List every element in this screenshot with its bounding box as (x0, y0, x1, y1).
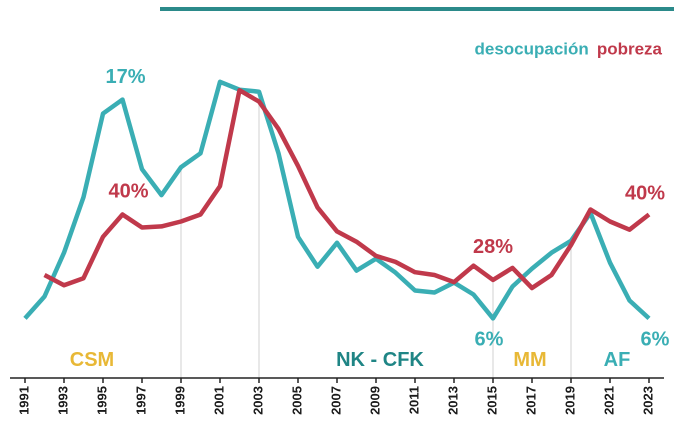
data-label: 40% (108, 181, 148, 203)
series-line (43, 87, 651, 291)
x-tick-label: 1993 (55, 386, 70, 415)
annotation: AF (604, 349, 631, 371)
x-tick-label: 2017 (523, 386, 538, 415)
legend-entry: pobreza (597, 39, 663, 58)
legend-entry: desocupación (475, 39, 589, 58)
x-tick-label: 2021 (601, 386, 616, 415)
data-label: 6% (475, 329, 504, 351)
x-tick-label: 2015 (484, 386, 499, 415)
x-tick-label: 1995 (94, 386, 109, 415)
series-line (23, 79, 651, 321)
x-tick-label: 2009 (367, 386, 382, 415)
data-label: 17% (105, 66, 145, 88)
x-tick-label: 1997 (133, 386, 148, 415)
period-dividers (180, 95, 572, 378)
annotation: MM (513, 349, 546, 371)
annotation: CSM (70, 349, 114, 371)
x-tick-label: 2003 (250, 386, 265, 415)
x-tick-label: 2011 (406, 386, 421, 414)
x-tick-label: 2001 (211, 386, 226, 415)
x-tick-label: 2013 (445, 386, 460, 415)
x-tick-label: 2023 (640, 386, 655, 415)
data-label: 40% (625, 183, 665, 205)
annotation: NK - CFK (336, 349, 424, 371)
data-label: 28% (473, 236, 513, 258)
x-tick-label: 2019 (562, 386, 577, 415)
x-tick-label: 2007 (328, 386, 343, 415)
x-tick-label: 2005 (289, 386, 304, 415)
data-label: 6% (641, 329, 670, 351)
x-tick-label: 1991 (16, 386, 31, 415)
x-tick-label: 1999 (172, 386, 187, 415)
